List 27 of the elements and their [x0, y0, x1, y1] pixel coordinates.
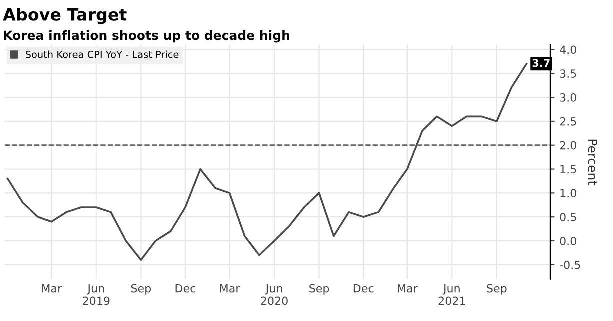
- y-tick-label: 2.0: [560, 141, 576, 150]
- x-tick-label: Dec: [354, 284, 374, 293]
- y-tick-label: 3.0: [560, 94, 576, 102]
- y-tick-label: 1.0: [560, 189, 576, 198]
- x-tick-label: Jun 2019: [83, 284, 110, 306]
- chart-title: Above Target: [3, 8, 127, 24]
- y-axis-title: Percent: [588, 140, 598, 186]
- x-tick-label: Mar: [220, 284, 240, 293]
- x-tick-label: Jun 2020: [261, 284, 288, 306]
- legend-label: South Korea CPI YoY - Last Price: [26, 50, 179, 58]
- data-label: 3.7: [532, 59, 550, 68]
- chart-subtitle: Korea inflation shoots up to decade high: [4, 30, 290, 43]
- x-tick-label: Sep: [487, 284, 507, 295]
- line-series: [6, 63, 528, 262]
- y-tick-label: 0.5: [560, 213, 576, 222]
- y-tick-label: 2.5: [560, 117, 576, 126]
- y-tick-label: 1.5: [560, 165, 576, 174]
- x-tick-label: Sep: [310, 284, 330, 295]
- x-tick-label: Mar: [42, 284, 62, 293]
- y-tick-label: 0.0: [560, 236, 576, 246]
- x-tick-label: Sep: [131, 284, 152, 295]
- y-tick-label: 4.0: [560, 46, 576, 54]
- x-tick-label: Mar: [398, 284, 418, 293]
- x-tick-label: Dec: [176, 284, 196, 293]
- x-tick-label: Jun 2021: [438, 284, 466, 306]
- y-tick-label: -0.5: [560, 260, 580, 270]
- y-tick-label: 3.5: [560, 70, 576, 78]
